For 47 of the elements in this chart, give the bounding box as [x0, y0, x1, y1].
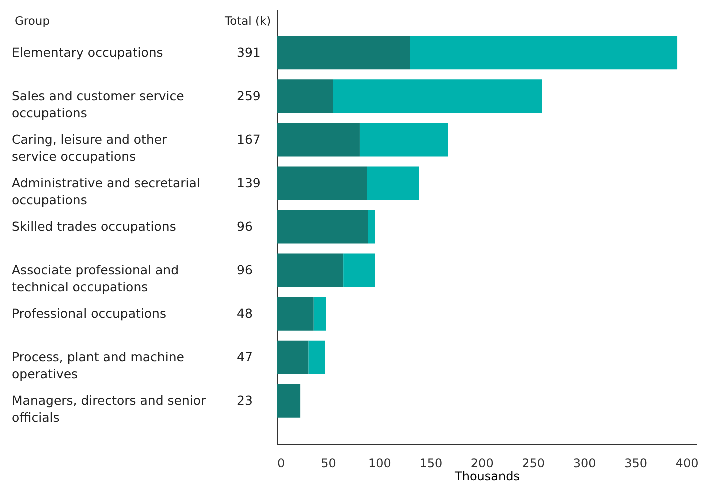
total-label: 47 [237, 350, 253, 365]
x-tick-label: 150 [420, 456, 443, 470]
x-tick-label: 0 [278, 456, 286, 470]
bar [333, 80, 542, 114]
y-tick-label: Skilled trades occupations [12, 219, 176, 234]
total-label: 139 [237, 175, 261, 190]
bar [277, 384, 301, 418]
x-tick-label: 300 [573, 456, 596, 470]
bar [277, 166, 368, 200]
bar [410, 36, 678, 70]
y-tick-label: Sales and customer service occupations [12, 88, 185, 120]
total-label: 96 [237, 219, 253, 234]
total-label: 391 [237, 44, 261, 60]
bar [277, 36, 410, 70]
y-axis-title: Group [15, 14, 50, 28]
bar [308, 340, 326, 374]
x-axis-title: Thousands [454, 470, 520, 484]
bar [277, 297, 314, 331]
y-tick-label: Associate professional and technical occupations [12, 262, 180, 295]
bar [344, 254, 376, 288]
x-tick-label: 200 [470, 456, 494, 470]
total-label: 96 [237, 262, 253, 278]
x-tick-label: 250 [522, 456, 546, 470]
bar [367, 166, 420, 200]
x-tick-label: 400 [676, 456, 699, 470]
y-tick-label: Process, plant and machine operatives [12, 350, 185, 382]
total-label: 259 [237, 88, 261, 104]
total-label: 167 [237, 132, 261, 147]
y-tick-label: Professional occupations [12, 306, 166, 322]
bar [368, 210, 376, 244]
bar [314, 297, 326, 331]
x-tick-label: 100 [368, 456, 392, 470]
y-tick-label: Administrative and secretarial occupations [12, 175, 200, 208]
total-label: 23 [237, 393, 253, 408]
text: Total (k) [224, 14, 272, 28]
bar [277, 210, 368, 244]
bar [277, 123, 360, 157]
y-tick-label: Elementary occupations [12, 44, 164, 60]
bar [277, 340, 309, 374]
bar [277, 80, 334, 114]
x-tick-label: 350 [624, 456, 648, 470]
total-label: 48 [237, 306, 253, 322]
bar [360, 123, 448, 157]
bar [277, 254, 344, 288]
x-tick-label: 50 [321, 456, 336, 470]
y-tick-label: Caring, leisure and other service occupations [12, 132, 168, 164]
y-tick-label: Managers, directors and senior officials [12, 393, 207, 426]
